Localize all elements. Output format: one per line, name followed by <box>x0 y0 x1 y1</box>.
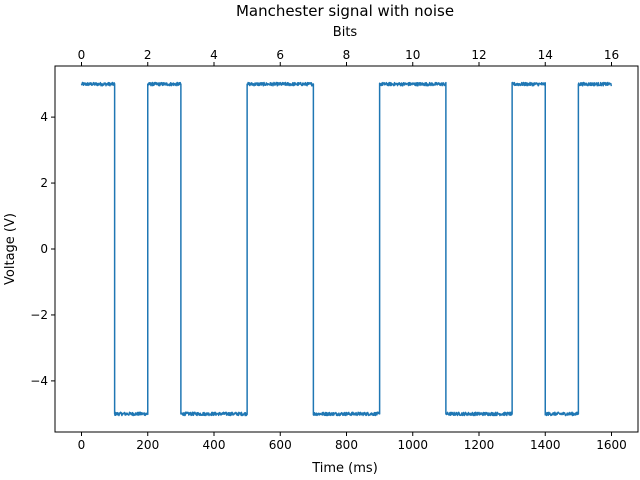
signal-line <box>80 81 613 417</box>
x2-tick-label: 16 <box>604 48 619 62</box>
x2-tick-label: 0 <box>78 48 86 62</box>
y-tick-label: 4 <box>40 110 48 124</box>
x-tick-label: 1400 <box>530 438 561 452</box>
x2-tick-label: 14 <box>538 48 553 62</box>
x-tick-label: 400 <box>203 438 226 452</box>
y-tick-label: 2 <box>40 176 48 190</box>
x-tick-label: 1200 <box>464 438 495 452</box>
x2-tick-label: 12 <box>471 48 486 62</box>
x-tick-label: 200 <box>136 438 159 452</box>
y-tick-label: 0 <box>40 242 48 256</box>
x-tick-label: 800 <box>335 438 358 452</box>
x-tick-label: 1600 <box>596 438 627 452</box>
x-tick-label: 600 <box>269 438 292 452</box>
plot-area <box>80 81 613 417</box>
y-axis-label: Voltage (V) <box>3 213 18 285</box>
axes-frame <box>54 65 639 433</box>
chart-title: Manchester signal with noise <box>236 2 454 20</box>
x2-tick-label: 6 <box>276 48 284 62</box>
x2-tick-label: 2 <box>144 48 152 62</box>
x2-axis-label: Bits <box>333 25 358 40</box>
x-tick-label: 0 <box>78 438 86 452</box>
axis-ticks: 0 200 400 600 800 1000 1200 1400 1600 0 2 4 6 8 10 12 14… <box>30 48 626 452</box>
y-tick-label: −2 <box>30 308 48 322</box>
x2-tick-label: 8 <box>343 48 351 62</box>
x2-tick-label: 4 <box>210 48 218 62</box>
y-tick-label: −4 <box>30 374 48 388</box>
x-tick-label: 1000 <box>397 438 428 452</box>
x-axis-label: Time (ms) <box>311 461 378 476</box>
x2-tick-label: 10 <box>405 48 420 62</box>
